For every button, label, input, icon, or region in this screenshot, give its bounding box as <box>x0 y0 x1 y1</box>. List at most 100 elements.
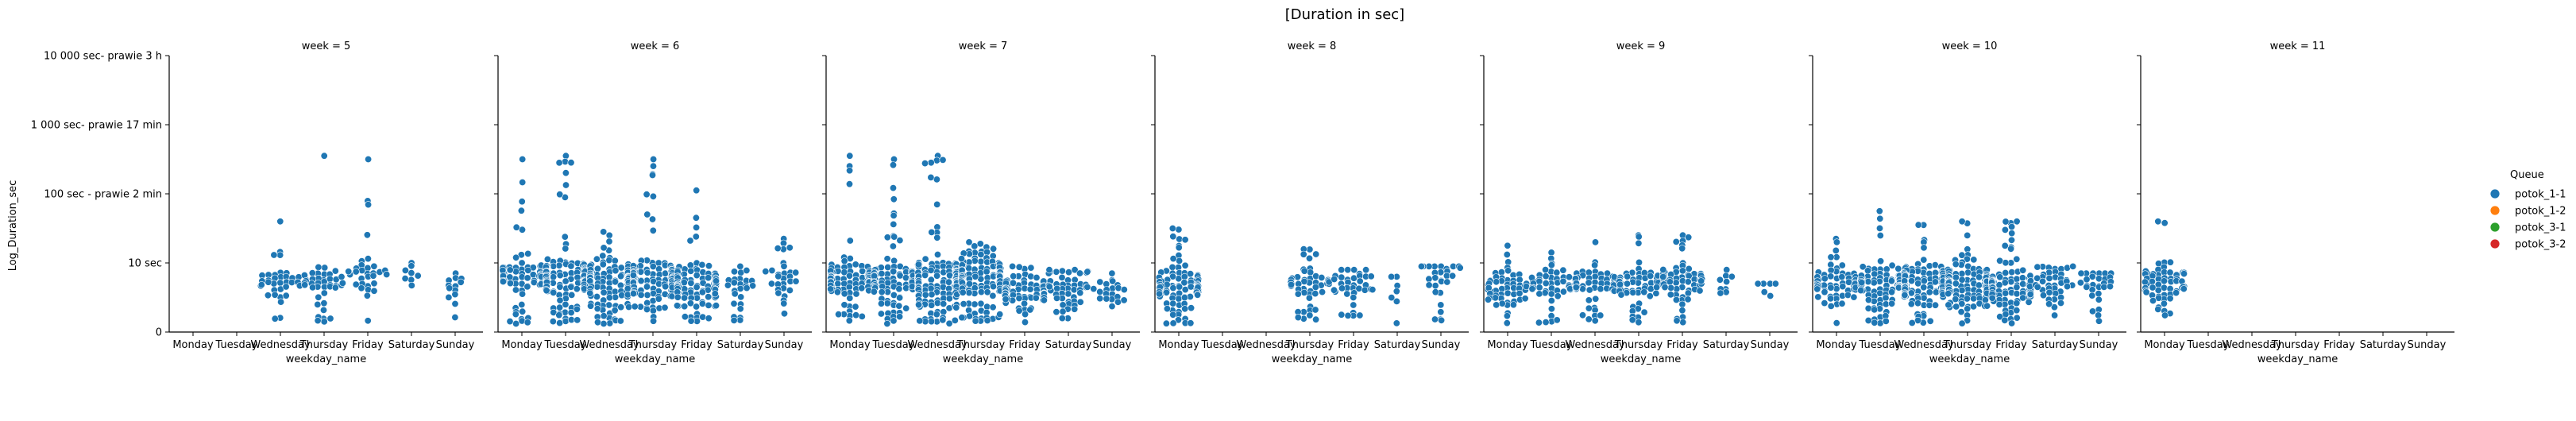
data-point <box>1431 274 1439 282</box>
data-point <box>693 303 701 311</box>
data-point <box>951 316 959 324</box>
data-point <box>451 313 459 321</box>
x-tick-label: Thursday <box>2271 339 2320 351</box>
y-tick-label: 1 000 sec- prawie 17 min <box>31 120 162 132</box>
data-point <box>648 172 656 180</box>
data-point <box>1696 287 1704 295</box>
data-point <box>600 288 608 296</box>
data-point <box>543 287 550 295</box>
data-point <box>308 269 316 277</box>
data-point <box>2095 295 2103 303</box>
data-point <box>730 316 738 324</box>
data-point <box>840 290 848 298</box>
data-point <box>407 262 415 270</box>
data-point <box>681 303 689 311</box>
data-point <box>1300 288 1308 296</box>
data-point <box>1485 295 1493 303</box>
data-point <box>1388 294 1396 302</box>
data-point <box>352 268 360 276</box>
data-point <box>1076 269 1084 277</box>
data-point <box>1678 307 1686 315</box>
data-point <box>686 299 694 307</box>
data-point <box>693 187 701 195</box>
facet-panel-1: week = 5 0 10 sec 100 sec - prawie 2 min 1 0… <box>31 41 483 365</box>
data-point <box>896 237 904 245</box>
data-point <box>512 286 519 294</box>
data-point <box>1045 266 1053 274</box>
data-point <box>1300 267 1308 275</box>
data-point <box>519 290 527 298</box>
data-point <box>1437 301 1445 309</box>
x-axis-label: weekday_name <box>1272 353 1352 365</box>
data-point <box>692 214 700 222</box>
data-point <box>989 303 997 311</box>
x-tick-label: Friday <box>352 339 384 351</box>
data-point <box>934 250 942 258</box>
data-point <box>1120 286 1128 294</box>
x-tick-label: Monday <box>829 339 871 351</box>
data-point <box>593 265 601 272</box>
data-point <box>730 299 738 307</box>
data-point <box>673 302 681 310</box>
data-point <box>890 220 898 228</box>
data-point <box>1176 257 1184 265</box>
data-point <box>705 301 713 309</box>
data-point <box>314 317 322 325</box>
data-point <box>1850 293 1858 301</box>
data-point <box>990 245 998 253</box>
data-point <box>896 313 904 321</box>
data-point <box>512 311 519 319</box>
data-point <box>1832 246 1840 254</box>
data-point <box>2142 278 2149 286</box>
data-point <box>674 293 682 301</box>
data-point <box>2095 290 2103 298</box>
data-point <box>562 317 570 325</box>
data-point <box>1456 264 1464 272</box>
data-point <box>971 317 979 325</box>
data-point <box>338 279 346 287</box>
data-point <box>1931 261 1939 269</box>
data-point <box>1636 258 1643 266</box>
data-point <box>1318 273 1326 281</box>
data-point <box>939 156 947 164</box>
data-point <box>1958 251 1966 259</box>
data-point <box>643 210 651 218</box>
data-point <box>840 257 848 265</box>
data-point <box>1338 266 1346 274</box>
data-point <box>1888 261 1896 269</box>
data-point <box>705 262 713 270</box>
data-point <box>370 280 378 288</box>
data-point <box>617 303 625 311</box>
data-point <box>593 255 601 263</box>
data-point <box>1523 283 1531 291</box>
facet-title: week = 6 <box>631 41 680 52</box>
x-tick-label: Friday <box>2323 339 2355 351</box>
x-tick-label: Saturday <box>1374 339 1421 351</box>
legend-label: potok_1-1 <box>2515 189 2566 201</box>
x-axis-label: weekday_name <box>2257 353 2338 365</box>
data-point <box>852 261 859 268</box>
data-point <box>1617 291 1625 299</box>
data-point <box>1572 284 1580 292</box>
data-point <box>1108 269 1116 277</box>
data-point <box>983 316 991 324</box>
data-point <box>767 280 775 288</box>
data-point <box>1553 268 1561 276</box>
data-point <box>655 295 662 303</box>
data-point <box>983 268 991 276</box>
data-point <box>1723 266 1731 274</box>
x-tick-label: Thursday <box>1614 339 1663 351</box>
data-point <box>2013 314 2021 322</box>
data-point <box>983 248 991 256</box>
data-point <box>1338 311 1346 319</box>
data-point <box>1361 286 1369 294</box>
data-point <box>2088 272 2096 280</box>
data-point <box>271 291 279 299</box>
data-point <box>2040 292 2048 299</box>
data-point <box>1882 294 1890 302</box>
data-point <box>556 296 564 304</box>
x-tick-label: Sunday <box>1751 339 1790 351</box>
data-point <box>996 311 1004 319</box>
data-point <box>939 262 947 270</box>
data-point <box>1767 292 1775 299</box>
